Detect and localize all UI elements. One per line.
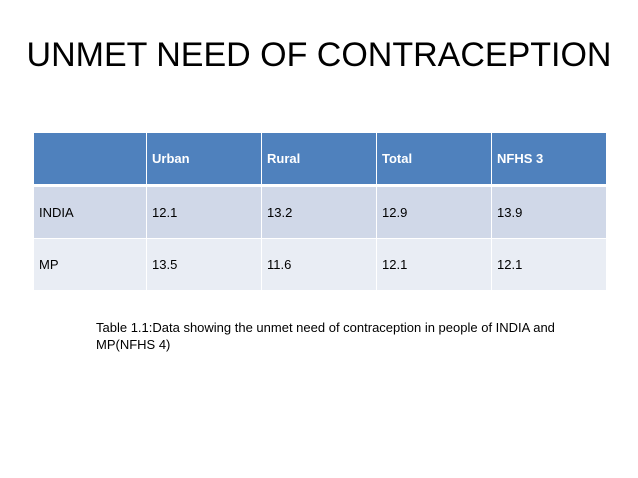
- table-row: INDIA 12.1 13.2 12.9 13.9: [33, 185, 607, 239]
- header-cell-rural: Rural: [261, 132, 377, 187]
- header-cell-empty: [33, 132, 147, 187]
- table-cell: 12.1: [146, 185, 262, 239]
- table-header-row: Urban Rural Total NFHS 3: [33, 132, 607, 187]
- table-cell: 13.2: [261, 185, 377, 239]
- table-cell: 13.5: [146, 238, 262, 291]
- data-table: Urban Rural Total NFHS 3 INDIA 12.1 13.2…: [33, 132, 607, 291]
- table-cell: 12.1: [491, 238, 607, 291]
- header-cell-nfhs3: NFHS 3: [491, 132, 607, 187]
- table-caption: Table 1.1:Data showing the unmet need of…: [96, 320, 555, 352]
- table-cell: 11.6: [261, 238, 377, 291]
- header-cell-total: Total: [376, 132, 492, 187]
- table-cell: 12.9: [376, 185, 492, 239]
- header-cell-urban: Urban: [146, 132, 262, 187]
- table-cell: 13.9: [491, 185, 607, 239]
- table-row: MP 13.5 11.6 12.1 12.1: [33, 238, 607, 291]
- row-label: MP: [33, 238, 147, 291]
- table-cell: 12.1: [376, 238, 492, 291]
- row-label: INDIA: [33, 185, 147, 239]
- slide-title: UNMET NEED OF CONTRACEPTION: [26, 36, 612, 74]
